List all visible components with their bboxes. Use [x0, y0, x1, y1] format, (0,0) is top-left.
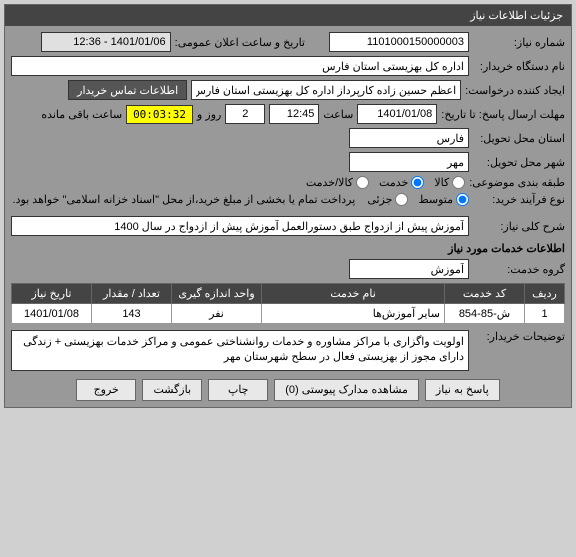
radio-partial-input[interactable] — [395, 193, 408, 206]
col-idx: ردیف — [525, 284, 565, 304]
col-unit: واحد اندازه گیری — [172, 284, 262, 304]
deadline-label: مهلت ارسال پاسخ: تا تاریخ: — [441, 108, 565, 121]
buyer-notes-label: توضیحات خریدار: — [473, 330, 565, 343]
table-header-row: ردیف کد خدمت نام خدمت واحد اندازه گیری ت… — [12, 284, 565, 304]
desc-label: شرح کلی نیاز: — [473, 220, 565, 233]
group-input[interactable] — [349, 259, 469, 279]
col-code: کد خدمت — [445, 284, 525, 304]
cell-idx: 1 — [525, 304, 565, 324]
buyer-label: نام دستگاه خریدار: — [473, 60, 565, 73]
row-req-no: شماره نیاز: تاریخ و ساعت اعلان عمومی: — [11, 32, 565, 52]
col-date: تاریخ نیاز — [12, 284, 92, 304]
radio-medium-label: متوسط — [418, 193, 453, 206]
exit-button[interactable]: خروج — [76, 379, 136, 401]
col-qty: تعداد / مقدار — [92, 284, 172, 304]
req-no-label: شماره نیاز: — [473, 36, 565, 49]
radio-kala-input[interactable] — [452, 176, 465, 189]
subject-radio-group: کالا خدمت کالا/خدمت — [306, 176, 465, 189]
process-note: پرداخت تمام یا بخشی از مبلغ خرید،از محل … — [13, 193, 356, 206]
row-process: نوع فرآیند خرید: متوسط جزئی پرداخت تمام … — [11, 193, 565, 206]
province-input[interactable] — [349, 128, 469, 148]
print-button[interactable]: چاپ — [208, 379, 268, 401]
radio-partial-label: جزئی — [367, 193, 392, 206]
city-label: شهر محل تحویل: — [473, 156, 565, 169]
desc-input[interactable] — [11, 216, 469, 236]
radio-kala-khedmat[interactable]: کالا/خدمت — [306, 176, 369, 189]
announce-input — [41, 32, 171, 52]
col-name: نام خدمت — [262, 284, 445, 304]
process-label: نوع فرآیند خرید: — [473, 193, 565, 206]
row-buyer: نام دستگاه خریدار: — [11, 56, 565, 76]
province-label: استان محل تحویل: — [473, 132, 565, 145]
cell-name: سایر آموزش‌ها — [262, 304, 445, 324]
day-label: روز و — [197, 108, 221, 121]
radio-kala-khedmat-label: کالا/خدمت — [306, 176, 353, 189]
cell-unit: نفر — [172, 304, 262, 324]
day-count-input[interactable] — [225, 104, 265, 124]
row-province: استان محل تحویل: — [11, 128, 565, 148]
row-city: شهر محل تحویل: — [11, 152, 565, 172]
buyer-input[interactable] — [11, 56, 469, 76]
radio-partial[interactable]: جزئی — [367, 193, 408, 206]
announce-label: تاریخ و ساعت اعلان عمومی: — [175, 36, 305, 49]
panel-title: جزئیات اطلاعات نیاز — [5, 5, 571, 26]
attachments-button[interactable]: مشاهده مدارک پیوستی (0) — [274, 379, 419, 401]
radio-kala[interactable]: کالا — [434, 176, 465, 189]
city-input[interactable] — [349, 152, 469, 172]
row-group: گروه خدمت: — [11, 259, 565, 279]
cell-qty: 143 — [92, 304, 172, 324]
group-label: گروه خدمت: — [473, 263, 565, 276]
table-row[interactable]: 1 ش-85-854 سایر آموزش‌ها نفر 143 1401/01… — [12, 304, 565, 324]
cell-date: 1401/01/08 — [12, 304, 92, 324]
radio-khedmat[interactable]: خدمت — [379, 176, 424, 189]
req-no-input[interactable] — [329, 32, 469, 52]
respond-button[interactable]: پاسخ به نیاز — [425, 379, 500, 401]
time-label-1: ساعت — [323, 108, 353, 121]
radio-medium[interactable]: متوسط — [418, 193, 469, 206]
cell-code: ش-85-854 — [445, 304, 525, 324]
subject-label: طبقه بندی موضوعی: — [469, 176, 565, 189]
contact-buyer-button[interactable]: اطلاعات تماس خریدار — [68, 80, 187, 100]
buyer-notes-text: اولویت واگزاری با مراکز مشاوره و خدمات ر… — [11, 330, 469, 371]
panel-body: شماره نیاز: تاریخ و ساعت اعلان عمومی: نا… — [5, 26, 571, 407]
process-radio-group: متوسط جزئی — [367, 193, 469, 206]
services-table: ردیف کد خدمت نام خدمت واحد اندازه گیری ت… — [11, 283, 565, 324]
radio-khedmat-input[interactable] — [411, 176, 424, 189]
radio-khedmat-label: خدمت — [379, 176, 408, 189]
radio-medium-input[interactable] — [456, 193, 469, 206]
row-buyer-notes: توضیحات خریدار: اولویت واگزاری با مراکز … — [11, 330, 565, 371]
row-desc: شرح کلی نیاز: — [11, 216, 565, 236]
row-deadline: مهلت ارسال پاسخ: تا تاریخ: ساعت روز و 00… — [11, 104, 565, 124]
deadline-time-input[interactable] — [269, 104, 319, 124]
remain-label: ساعت باقی مانده — [41, 108, 122, 121]
creator-input[interactable] — [191, 80, 461, 100]
row-subject-class: طبقه بندی موضوعی: کالا خدمت کالا/خدمت — [11, 176, 565, 189]
countdown-timer: 00:03:32 — [126, 105, 193, 124]
row-creator: ایجاد کننده درخواست: اطلاعات تماس خریدار — [11, 80, 565, 100]
radio-kala-khedmat-input[interactable] — [356, 176, 369, 189]
creator-label: ایجاد کننده درخواست: — [465, 84, 565, 97]
radio-kala-label: کالا — [434, 176, 449, 189]
main-panel: جزئیات اطلاعات نیاز شماره نیاز: تاریخ و … — [4, 4, 572, 408]
footer-buttons: پاسخ به نیاز مشاهده مدارک پیوستی (0) چاپ… — [11, 379, 565, 401]
deadline-date-input[interactable] — [357, 104, 437, 124]
services-section-title: اطلاعات خدمات مورد نیاز — [11, 242, 565, 255]
back-button[interactable]: بازگشت — [142, 379, 202, 401]
